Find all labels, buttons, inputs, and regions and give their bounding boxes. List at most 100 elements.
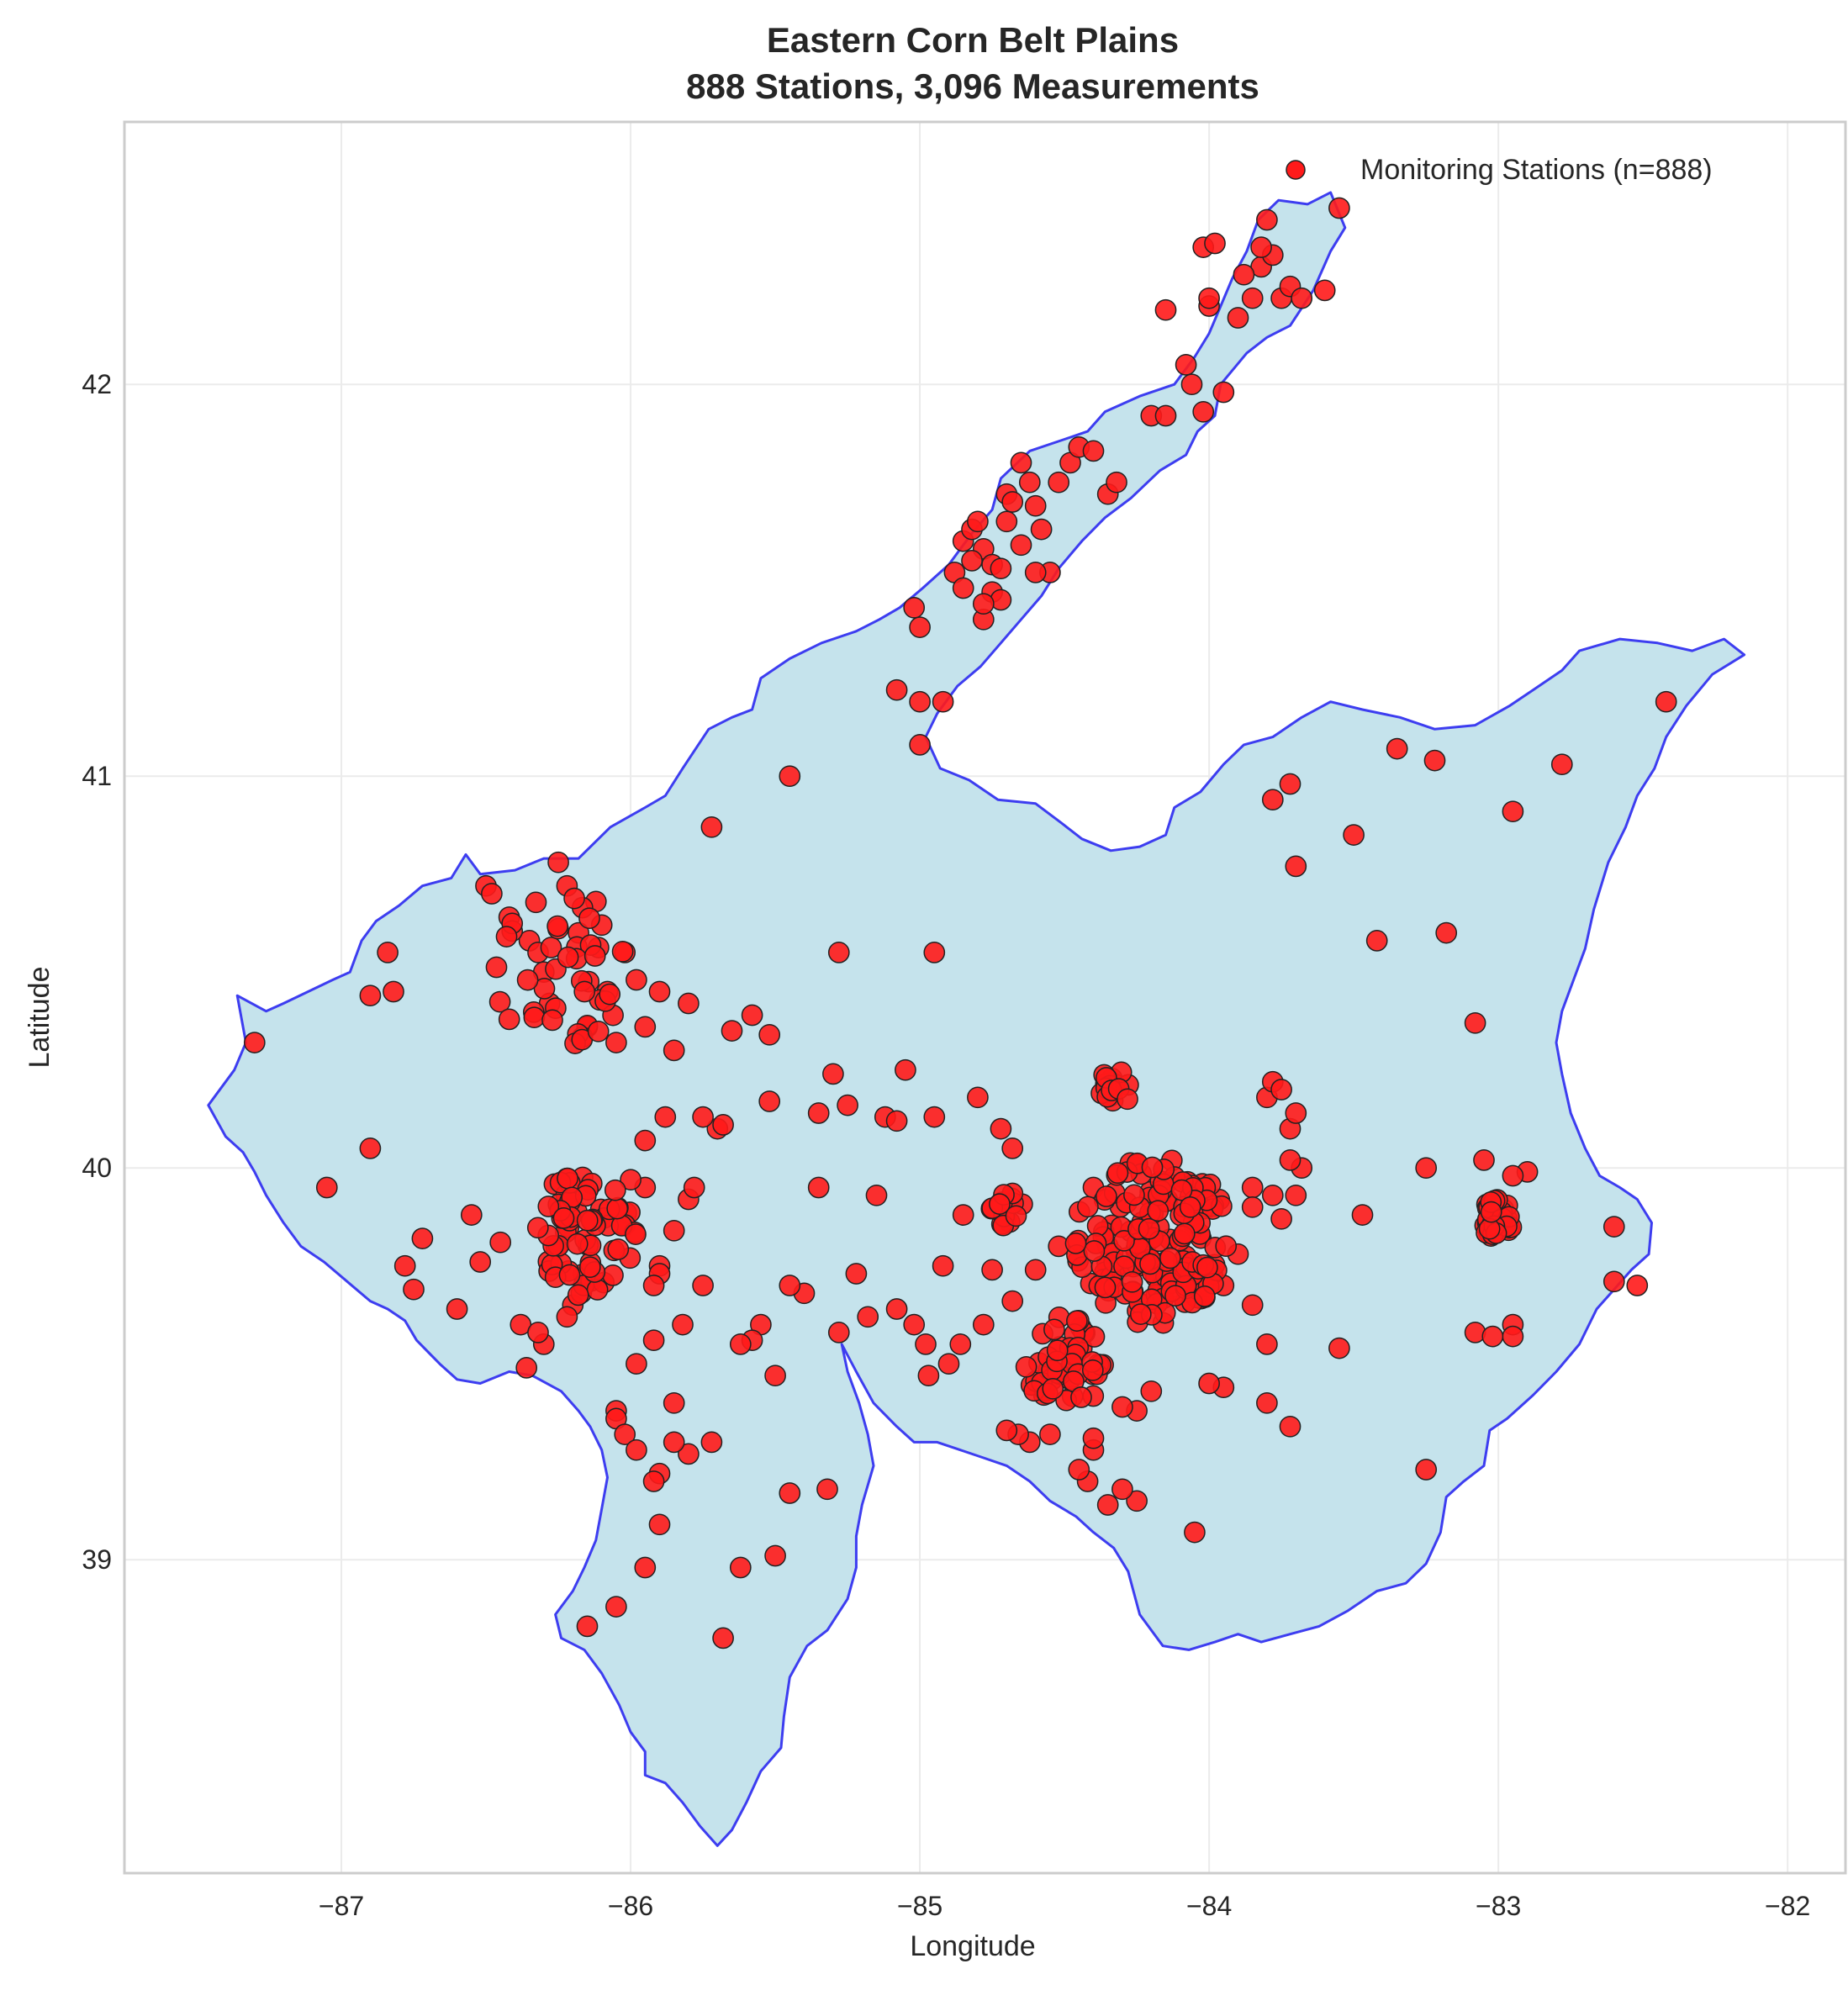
y-tick-label: 40	[82, 1153, 112, 1183]
station-point	[807, 1102, 830, 1124]
station-point	[1179, 1196, 1201, 1218]
station-point	[1435, 921, 1458, 944]
station-point	[885, 678, 908, 701]
station-point	[1082, 1427, 1105, 1449]
station-point	[1502, 800, 1524, 823]
station-point	[498, 1008, 520, 1031]
station-point	[764, 1544, 786, 1567]
station-point	[1423, 749, 1446, 772]
station-point	[678, 1443, 700, 1465]
station-point	[383, 980, 404, 1003]
station-point	[1048, 471, 1070, 494]
station-point	[1233, 263, 1255, 286]
station-point	[1001, 491, 1024, 513]
station-point	[460, 1204, 483, 1226]
station-point	[1415, 1157, 1438, 1180]
station-points	[243, 197, 1677, 1650]
x-tick-label: −82	[1765, 1891, 1810, 1921]
y-tick-label: 42	[82, 369, 112, 399]
y-axis-label: Latitude	[24, 967, 55, 1069]
station-point	[573, 980, 596, 1003]
station-point	[446, 1298, 468, 1320]
station-point	[1256, 1391, 1278, 1414]
station-point	[606, 1197, 629, 1220]
station-point	[1005, 1205, 1027, 1227]
station-point	[1313, 279, 1336, 302]
station-point	[1068, 1459, 1090, 1481]
station-point	[566, 1233, 589, 1255]
legend-label: Monitoring Stations (n=888)	[1360, 154, 1713, 186]
station-point	[972, 1313, 995, 1336]
station-point	[614, 1423, 636, 1445]
station-point	[634, 1556, 657, 1579]
station-point	[526, 1217, 549, 1239]
station-point	[663, 1219, 685, 1242]
station-point	[1121, 1270, 1143, 1293]
station-point	[857, 1306, 879, 1328]
station-point	[1173, 1222, 1196, 1245]
station-point	[995, 510, 1018, 533]
station-point	[1328, 1337, 1350, 1359]
station-point	[949, 1333, 972, 1355]
station-point	[822, 1063, 844, 1085]
station-point	[692, 1275, 714, 1296]
station-point	[642, 1470, 665, 1492]
station-point	[961, 550, 983, 572]
station-point	[1081, 1359, 1104, 1381]
station-point	[807, 1176, 830, 1199]
station-point	[758, 1090, 781, 1112]
station-point	[1285, 855, 1307, 878]
station-point	[1024, 1259, 1047, 1281]
station-point	[1227, 307, 1249, 329]
station-point	[403, 1278, 425, 1301]
station-point	[932, 690, 954, 713]
station-point	[1024, 562, 1047, 583]
station-point	[626, 969, 647, 991]
station-point	[411, 1227, 434, 1249]
station-point	[523, 1006, 546, 1029]
station-point	[865, 1184, 888, 1206]
station-point	[1154, 404, 1177, 427]
station-point	[1279, 773, 1302, 795]
station-point	[1064, 1233, 1087, 1254]
station-point	[648, 1513, 671, 1536]
station-point	[1001, 1290, 1024, 1312]
station-point	[620, 1169, 642, 1191]
station-point	[1193, 1285, 1216, 1307]
station-point	[1018, 471, 1041, 494]
station-point	[663, 1391, 685, 1414]
station-point	[741, 1004, 763, 1027]
station-point	[576, 1209, 599, 1232]
station-point	[552, 1207, 575, 1229]
station-point	[952, 577, 974, 599]
station-point	[1502, 1164, 1524, 1187]
y-axis-ticks: 39 40 41 42	[82, 369, 112, 1575]
station-point	[1139, 1253, 1161, 1275]
station-point	[1291, 287, 1313, 309]
station-point	[1480, 1201, 1502, 1223]
station-point	[1170, 1179, 1193, 1201]
station-point	[1126, 1490, 1148, 1512]
plot-frame	[123, 120, 1847, 1875]
station-point	[558, 1264, 581, 1286]
y-tick-label: 41	[82, 761, 112, 791]
station-point	[1256, 209, 1278, 231]
station-point	[642, 1329, 665, 1352]
station-point	[1082, 440, 1105, 462]
station-point	[1241, 1196, 1264, 1218]
station-point	[1196, 1256, 1218, 1279]
station-point	[827, 1322, 850, 1343]
station-point	[712, 1627, 734, 1650]
station-point	[1256, 1333, 1278, 1355]
station-point	[729, 1333, 752, 1355]
station-point	[903, 596, 926, 619]
station-point	[1655, 690, 1677, 713]
station-point	[557, 1167, 578, 1190]
station-point	[1204, 232, 1226, 255]
station-point	[1042, 1377, 1064, 1400]
station-point	[981, 1259, 1003, 1281]
station-point	[1010, 534, 1032, 557]
station-point	[917, 1364, 940, 1387]
station-point	[816, 1478, 838, 1501]
